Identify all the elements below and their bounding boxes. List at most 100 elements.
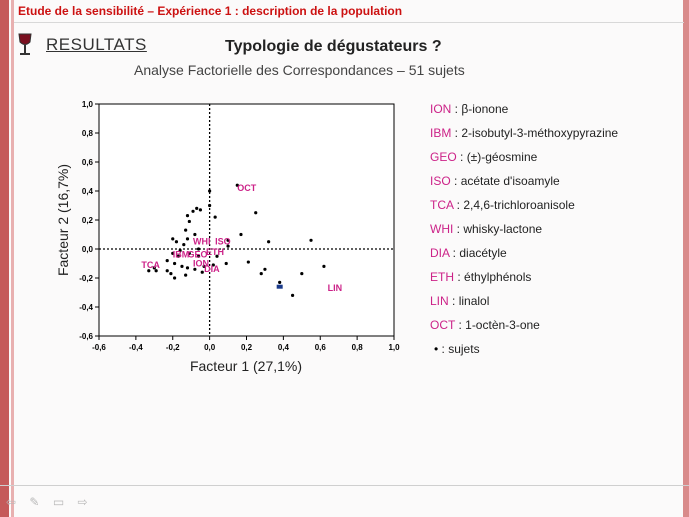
variable-label: IBM (173, 250, 190, 260)
subject-point (278, 280, 282, 284)
subject-point (187, 219, 191, 224)
variable-label: TCA (141, 260, 160, 270)
legend-separator: : (453, 198, 464, 212)
subject-point (174, 240, 179, 244)
left-border-inner-stripe (11, 0, 14, 517)
subject-point (239, 232, 243, 237)
legend-code: IBM (430, 126, 452, 140)
axes-layer: -0,6 -0,4 -0,2 0,0 0,2 0,4 0,6 0,8 1,0 1,0 0,8 0,6 0… (79, 100, 400, 352)
subject-point (196, 247, 201, 251)
footer-divider (0, 485, 689, 486)
legend-item: ISO : acétate d'isoamyle (430, 174, 560, 188)
subject-point (165, 259, 169, 263)
legend-code: DIA (430, 246, 450, 260)
legend-description: β-ionone (461, 102, 509, 116)
subject-point (309, 238, 313, 242)
x-tick-label: 0,2 (241, 343, 253, 352)
legend-item: ETH : éthylphénols (430, 270, 531, 284)
prev-arrow-icon[interactable]: ⇦ (6, 495, 17, 509)
subject-point (246, 260, 250, 264)
legend-description: éthylphénols (464, 270, 532, 284)
subject-point (180, 264, 184, 268)
legend-description: (±)-géosmine (466, 150, 538, 164)
y-tick-label: 0,6 (82, 158, 94, 167)
variable-label: ION (193, 258, 209, 268)
legend-separator: : (449, 246, 460, 260)
pen-icon[interactable]: ✎ (29, 495, 40, 509)
y-tick-label: -0,6 (79, 332, 93, 341)
legend-separator: : (450, 174, 461, 188)
variable-label: GEO (188, 250, 208, 260)
legend-item: WHI : whisky-lactone (430, 222, 542, 236)
subject-point (200, 270, 204, 274)
x-tick-label: 0,4 (278, 343, 290, 352)
legend-item: ION : β-ionone (430, 102, 508, 116)
subject-point (171, 237, 175, 241)
legend-description: whisky-lactone (463, 222, 543, 236)
subject-point (254, 211, 258, 215)
legend-code: • (434, 342, 439, 356)
y-tick-label: 1,0 (82, 100, 94, 109)
legend-separator: : (456, 150, 467, 164)
legend-code: OCT (430, 318, 456, 332)
subject-point (169, 272, 173, 276)
slide-header: Etude de la sensibilité – Expérience 1 :… (18, 4, 403, 18)
y-tick-label: 0,0 (82, 245, 94, 254)
legend-item: IBM : 2-isobutyl-3-méthoxypyrazine (430, 126, 618, 140)
chart-title: Typologie de dégustateurs ? (225, 38, 442, 55)
highlighted-point (276, 284, 283, 289)
legend-description: sujets (448, 342, 480, 356)
subject-point (196, 254, 201, 258)
y-axis-label: Facteur 2 (16,7%) (55, 164, 71, 276)
subject-point (171, 251, 175, 255)
legend-separator: : (451, 126, 462, 140)
legend-description: linalol (458, 294, 490, 308)
legend-code: LIN (430, 294, 449, 308)
menu-icon[interactable]: ▭ (52, 495, 65, 509)
subject-point (191, 209, 195, 213)
legend-item: OCT : 1-octèn-3-one (430, 318, 540, 332)
legend-item: DIA : diacétyle (430, 246, 507, 260)
subject-point (202, 264, 206, 268)
slide-nav: ⇦ ✎ ▭ ⇨ (6, 495, 98, 509)
subject-point (165, 269, 169, 273)
legend-code: ISO (430, 174, 451, 188)
wine-glass-icon (18, 33, 32, 55)
subject-point (213, 215, 217, 219)
subject-point (195, 206, 199, 210)
section-title: RESULTATS (46, 35, 147, 54)
subject-point (226, 238, 230, 242)
legend-description: diacétyle (459, 246, 507, 260)
subject-point (185, 237, 190, 241)
subject-point (198, 208, 203, 212)
subject-point (184, 228, 188, 232)
next-arrow-icon[interactable]: ⇨ (77, 495, 88, 509)
variable-label: ETH (206, 247, 224, 257)
subject-point (185, 214, 190, 218)
legend-code: WHI (430, 222, 454, 236)
legend-description: acétate d'isoamyle (460, 174, 560, 188)
y-tick-label: 0,2 (82, 216, 94, 225)
subject-point (152, 266, 156, 270)
legend-code: ION (430, 102, 452, 116)
x-tick-label: 0,8 (352, 343, 364, 352)
variable-label: OCT (237, 183, 257, 193)
subject-point (290, 293, 295, 297)
plot-frame (98, 103, 395, 337)
x-tick-label: -0,2 (166, 343, 180, 352)
subject-point (184, 273, 188, 277)
subject-point (147, 269, 151, 273)
variable-label: DIA (204, 264, 220, 274)
legend-description: 1-octèn-3-one (465, 318, 540, 332)
legend-description: 2-isobutyl-3-méthoxypyrazine (461, 126, 619, 140)
subject-point (322, 264, 326, 268)
legend-separator: : (448, 294, 459, 308)
subject-point (208, 189, 212, 193)
x-tick-label: -0,4 (129, 343, 143, 352)
subject-point (172, 261, 177, 266)
legend-code: ETH (430, 270, 454, 284)
legend-description: 2,4,6-trichloroanisole (463, 198, 575, 212)
legend-code: TCA (430, 198, 454, 212)
x-tick-label: 1,0 (388, 343, 400, 352)
